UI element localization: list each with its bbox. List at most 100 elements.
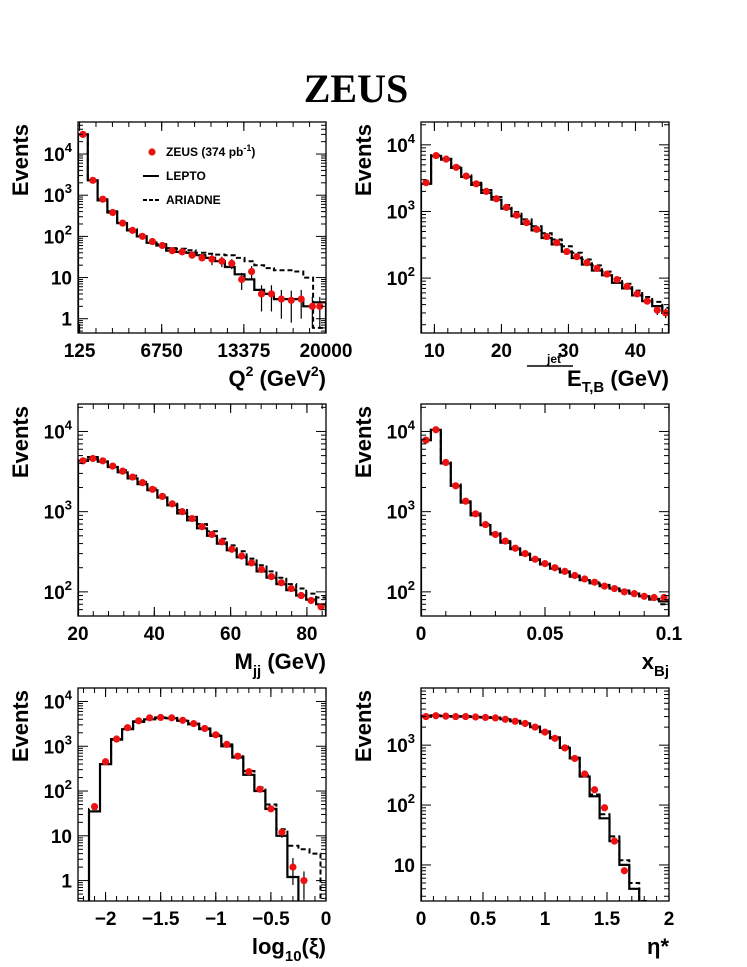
x-axis-label: log10(ξ) xyxy=(252,934,326,965)
data-point xyxy=(297,591,305,600)
y-tick-label: 103 xyxy=(44,732,72,758)
y-tick-label: 10 xyxy=(51,269,72,290)
data-point xyxy=(640,592,648,600)
data-point xyxy=(653,306,661,314)
legend-data-label: ZEUS (374 pb-1) xyxy=(166,143,255,159)
data-point xyxy=(541,728,549,736)
x-tick-label: 0 xyxy=(416,909,427,930)
data-point xyxy=(218,257,226,265)
data-point xyxy=(128,226,137,234)
y-tick-label: 104 xyxy=(44,140,73,166)
y-axis-label: Events xyxy=(351,690,376,762)
data-point xyxy=(600,582,609,590)
y-tick-label: 104 xyxy=(387,417,416,443)
data-point xyxy=(201,724,209,733)
x-axis-label: ET,B (GeV) xyxy=(567,366,669,396)
y-tick-label: 103 xyxy=(44,498,72,524)
data-point xyxy=(307,596,315,605)
y-tick-label: 10 xyxy=(51,827,72,848)
data-point xyxy=(138,232,147,240)
data-point xyxy=(257,290,266,298)
data-point xyxy=(188,251,196,259)
plot-area xyxy=(78,454,326,616)
x-tick-label: 20000 xyxy=(300,341,353,362)
data-point xyxy=(603,270,611,278)
plot-frame xyxy=(77,121,327,334)
x-axis-label: η* xyxy=(647,934,669,959)
ariadne-histogram xyxy=(78,716,322,901)
x-tick-label: 30 xyxy=(558,341,579,362)
panel-xbj: 0 0.05 0.1 102 103 104 Events xBj xyxy=(351,403,683,680)
data-point xyxy=(573,253,581,261)
data-point xyxy=(228,259,236,268)
plot-area xyxy=(421,151,669,333)
data-point xyxy=(316,302,324,310)
data-point xyxy=(212,731,220,739)
y-tick-label: 103 xyxy=(387,731,415,757)
data-point xyxy=(223,740,231,749)
data-point xyxy=(541,560,549,568)
data-point xyxy=(208,530,216,539)
data-point xyxy=(148,485,156,493)
data-point xyxy=(452,163,460,171)
plot-frame xyxy=(420,687,670,902)
x-tick-label: −0.5 xyxy=(252,909,290,930)
plot-frame xyxy=(420,121,670,334)
panel-q2: 125 6750 13375 20000 1 10 102 103 104 Events Q2 (G… xyxy=(8,121,353,391)
data-point xyxy=(481,520,490,529)
data-point xyxy=(511,717,519,725)
data-point xyxy=(422,436,430,444)
data-point xyxy=(245,768,253,776)
plot-frame xyxy=(77,403,327,617)
data-point xyxy=(218,538,226,546)
x-tick-label: 0.05 xyxy=(527,624,564,645)
data-point xyxy=(502,203,511,212)
figure-title: ZEUS xyxy=(304,66,409,111)
data-point xyxy=(633,290,641,298)
data-point xyxy=(277,295,285,303)
data-point xyxy=(492,195,501,203)
data-point xyxy=(600,804,609,812)
x-tick-label: 40 xyxy=(144,624,165,645)
data-point xyxy=(491,714,499,722)
data-point xyxy=(581,575,589,583)
y-tick-label: 102 xyxy=(44,578,72,604)
data-point xyxy=(188,514,196,523)
data-point xyxy=(501,537,509,545)
data-point xyxy=(630,590,638,598)
data-point xyxy=(99,195,107,203)
y-axis-label: Events xyxy=(8,690,33,762)
data-point xyxy=(112,735,121,743)
data-point xyxy=(531,555,539,563)
data-point xyxy=(442,712,450,720)
data-point xyxy=(581,770,589,778)
data-point xyxy=(620,588,628,596)
x-axis-label: xBj xyxy=(642,649,669,680)
data-point xyxy=(531,723,539,731)
x-axis-label-sup: jet xyxy=(546,352,561,366)
data-point xyxy=(289,863,297,871)
lepto-histogram xyxy=(421,428,669,616)
lepto-histogram xyxy=(421,154,669,333)
data-point xyxy=(267,572,276,581)
data-point xyxy=(90,802,99,811)
data-point xyxy=(238,552,246,560)
data-point xyxy=(278,828,286,836)
data-point xyxy=(89,454,97,463)
y-tick-label: 102 xyxy=(44,222,72,248)
ariadne-histogram xyxy=(78,133,326,333)
x-tick-label: −1.5 xyxy=(142,909,180,930)
x-tick-label: 20 xyxy=(491,341,512,362)
data-point xyxy=(432,426,440,434)
y-axis-label: Events xyxy=(351,406,376,478)
data-point xyxy=(442,155,450,163)
data-point xyxy=(501,715,509,723)
data-point xyxy=(650,593,658,602)
panel-mjj: 20 40 60 80 102 103 104 Events Mjj (GeV) xyxy=(8,403,327,680)
data-point xyxy=(168,247,176,255)
data-point xyxy=(613,275,621,284)
data-point xyxy=(561,744,569,752)
data-point xyxy=(158,241,166,250)
data-point xyxy=(157,713,165,722)
